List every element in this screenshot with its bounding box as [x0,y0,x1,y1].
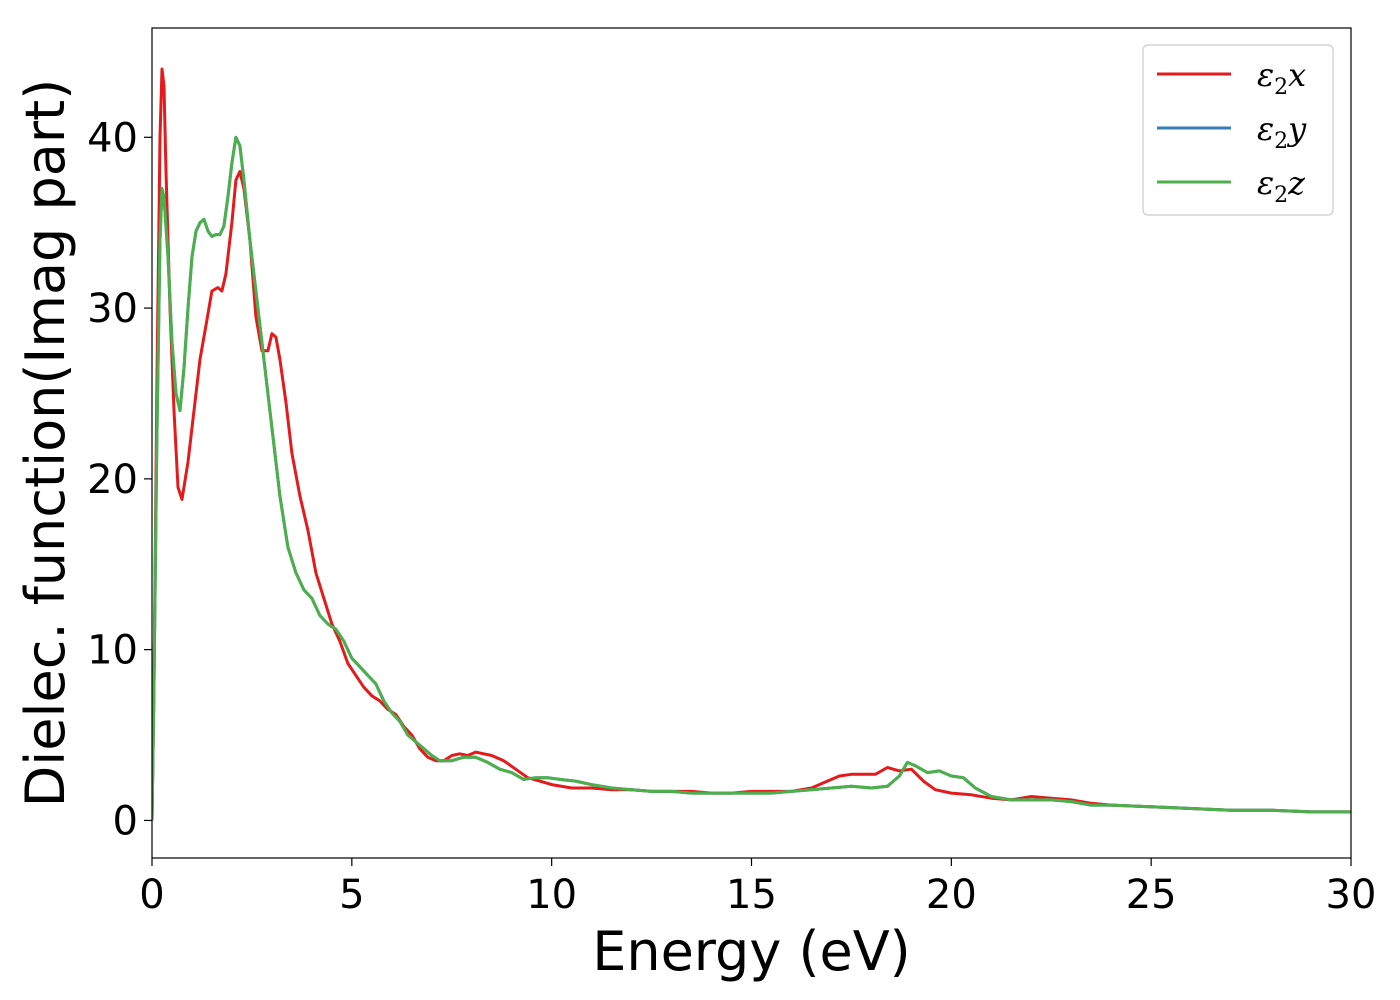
legend-label-z: ε2z [1257,164,1306,208]
x-tick-label: 5 [339,872,364,918]
y-tick-label: 10 [87,628,138,674]
y-tick-label: 0 [113,798,138,844]
x-tick-label: 30 [1326,872,1377,918]
y-tick-label: 40 [87,115,138,161]
x-axis-ticks: 0 5 10 15 20 25 30 [139,858,1376,918]
series-line-y [152,135,1351,821]
series-line-z [152,135,1351,821]
y-axis-ticks: 0 10 20 30 40 [87,115,152,844]
x-tick-label: 20 [926,872,977,918]
x-tick-label: 15 [726,872,777,918]
y-tick-label: 30 [87,286,138,332]
y-tick-label: 20 [87,457,138,503]
plot-lines [152,67,1351,821]
legend-box [1142,44,1334,216]
x-tick-label: 0 [139,872,164,918]
x-tick-label: 25 [1126,872,1177,918]
y-axis-title: Dielec. function(Imag part) [14,79,77,808]
x-axis-title: Energy (eV) [592,920,911,983]
legend: ε2x ε2y ε2z [1142,44,1334,216]
legend-label-y: ε2y [1257,110,1307,154]
legend-label-x: ε2x [1257,56,1306,100]
x-tick-label: 10 [526,872,577,918]
